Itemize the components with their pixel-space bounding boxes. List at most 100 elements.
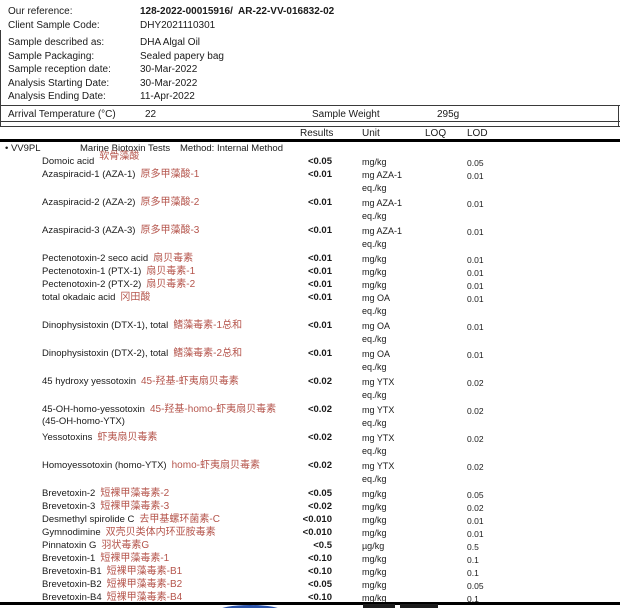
analyte-name-cn: 原多甲藻酸-2 [140, 197, 200, 208]
analyte-name-en: Desmethyl spirolide C [42, 514, 135, 525]
analyte-name-cn: 短裸甲藻毒素-B4 [106, 592, 183, 603]
unit-value: mg/kg [362, 515, 387, 525]
lod-value: 0.05 [467, 490, 484, 500]
sample-weight-label: Sample Weight [312, 109, 380, 120]
info-value: 11-Apr-2022 [140, 91, 195, 102]
lod-value: 0.01 [467, 281, 484, 291]
analyte-name: Yessotoxins 虾夷扇贝毒素 [42, 432, 157, 444]
analyte-name-en: Yessotoxins [42, 432, 93, 443]
table-row: Brevetoxin-1 短裸甲藻毒素-1 <0.10 mg/kg 0.1 [0, 553, 620, 566]
analyte-name: Pectenotoxin-2 seco acid 扇贝毒素 [42, 253, 193, 265]
analyte-name: Homoyessotoxin (homo-YTX) homo-虾夷扇贝毒素 [42, 460, 260, 472]
analyte-name-cn: 45-羟基-homo-虾夷扇贝毒素 [149, 404, 277, 415]
table-row: Dinophysistoxin (DTX-2), total 鳍藻毒素-2总和 <… [0, 348, 620, 376]
analyte-name: Azaspiracid-3 (AZA-3) 原多甲藻酸-3 [42, 225, 199, 237]
table-row: total okadaic acid 冈田酸 <0.01 mg OA eq./kg… [0, 292, 620, 320]
analyte-name-en: Dinophysistoxin (DTX-1), total [42, 320, 169, 331]
unit-value: mg/kg [362, 528, 387, 538]
result-value: <0.10 [307, 553, 332, 564]
analyte-name-en: Brevetoxin-B2 [42, 579, 102, 590]
analyte-name: Brevetoxin-3 短裸甲藻毒素-3 [42, 501, 169, 513]
result-value: <0.010 [302, 514, 332, 525]
analyte-name-en: Pinnatoxin G [42, 540, 97, 551]
left-border-line [0, 30, 1, 127]
analyte-name-en: Brevetoxin-1 [42, 553, 96, 564]
info-row-sample-described-as: Sample described as: DHA Algal Oil [8, 36, 334, 50]
result-value: <0.01 [307, 253, 332, 264]
arrival-temperature-label: Arrival Temperature (°C) [8, 109, 116, 120]
analyte-name: Brevetoxin-B4 短裸甲藻毒素-B4 [42, 592, 182, 604]
analyte-name-en: total okadaic acid [42, 292, 116, 303]
unit-value: mg/kg [362, 580, 387, 590]
column-loq: LOQ [425, 128, 447, 139]
unit-value: mg OA eq./kg [362, 349, 391, 372]
footer-stamp-fragment [400, 604, 438, 608]
column-unit: Unit [362, 128, 380, 139]
lod-value: 0.01 [467, 294, 484, 304]
analyte-name-cn: 软骨藻酸 [99, 151, 140, 162]
info-value: Sealed papery bag [140, 50, 224, 62]
table-row: Brevetoxin-B2 短裸甲藻毒素-B2 <0.05 mg/kg 0.05 [0, 579, 620, 592]
analyte-name-en: Brevetoxin-B4 [42, 592, 102, 603]
analyte-name: Pectenotoxin-1 (PTX-1) 扇贝毒素-1 [42, 266, 195, 278]
analyte-name: Brevetoxin-B1 短裸甲藻毒素-B1 [42, 566, 182, 578]
table-row: Gymnodimine 双壳贝类体内环亚胺毒素 <0.010 mg/kg 0.01 [0, 527, 620, 540]
result-value: <0.5 [313, 540, 332, 551]
analyte-name-cn: 冈田酸 [120, 292, 151, 303]
table-row: Pectenotoxin-1 (PTX-1) 扇贝毒素-1 <0.01 mg/kg… [0, 266, 620, 279]
table-row: Brevetoxin-B4 短裸甲藻毒素-B4 <0.10 mg/kg 0.1 [0, 592, 620, 605]
info-label: Client Sample Code: [8, 19, 100, 31]
lab-logo-icon [218, 605, 282, 608]
analyte-name-cn: 扇贝毒素-1 [146, 266, 196, 277]
analyte-name-en: Pectenotoxin-1 (PTX-1) [42, 266, 142, 277]
table-row: Azaspiracid-3 (AZA-3) 原多甲藻酸-3 <0.01 mg AZ… [0, 225, 620, 253]
info-value: 30-Mar-2022 [140, 64, 198, 75]
analyte-name-cn: 原多甲藻酸-3 [140, 225, 200, 236]
analyte-name: Azaspiracid-2 (AZA-2) 原多甲藻酸-2 [42, 197, 199, 209]
lod-value: 0.02 [467, 503, 484, 513]
analyte-name-cn: homo-虾夷扇贝毒素 [171, 460, 260, 471]
lod-value: 0.5 [467, 542, 479, 552]
analyte-name-cn: 扇贝毒素 [153, 253, 194, 264]
table-row: Homoyessotoxin (homo-YTX) homo-虾夷扇贝毒素 <0.… [0, 460, 620, 488]
analyte-name-en: Brevetoxin-3 [42, 501, 96, 512]
lod-value: 0.05 [467, 581, 484, 591]
divider-below-arrival [0, 121, 620, 122]
analyte-name-cn: 短裸甲藻毒素-B2 [106, 579, 183, 590]
analyte-name-en: 45 hydroxy yessotoxin [42, 376, 136, 387]
info-label: Analysis Ending Date: [8, 91, 106, 102]
unit-value: mg/kg [362, 157, 387, 167]
lod-value: 0.1 [467, 568, 479, 578]
table-row: Yessotoxins 虾夷扇贝毒素 <0.02 mg YTX eq./kg 0.… [0, 432, 620, 460]
info-row-our-reference: Our reference: 128-2022-00015916/ AR-22-V… [8, 5, 334, 19]
analyte-name-en: Brevetoxin-2 [42, 488, 96, 499]
section-name: Marine Biotoxin Tests [80, 143, 171, 154]
result-value: <0.05 [307, 579, 332, 590]
column-results: Results [300, 128, 334, 139]
sample-weight-value: 295g [437, 109, 460, 120]
info-row-sample-packaging: Sample Packaging: Sealed papery bag [8, 50, 334, 64]
divider-thick-top [0, 139, 620, 142]
analyte-name-en: Brevetoxin-B1 [42, 566, 102, 577]
result-value: <0.01 [307, 292, 332, 303]
info-row-analysis-ending-date: Analysis Ending Date: 11-Apr-2022 [8, 90, 334, 104]
info-label: Sample described as: [8, 37, 105, 48]
result-value: <0.02 [307, 501, 332, 512]
analyte-name: Gymnodimine 双壳贝类体内环亚胺毒素 [42, 527, 216, 539]
analyte-name-en: Azaspiracid-1 (AZA-1) [42, 169, 136, 180]
unit-value: mg/kg [362, 489, 387, 499]
result-value: <0.01 [307, 348, 332, 359]
analyte-name-cn: 原多甲藻酸-1 [140, 169, 200, 180]
analyte-name-en: Dinophysistoxin (DTX-2), total [42, 348, 169, 359]
lod-value: 0.01 [467, 529, 484, 539]
section-code: • VV9PL [5, 143, 41, 154]
result-value: <0.010 [302, 527, 332, 538]
unit-value: mg AZA-1 eq./kg [362, 226, 403, 249]
unit-value: µg/kg [362, 541, 385, 551]
analyte-name: Pectenotoxin-2 (PTX-2) 扇贝毒素-2 [42, 279, 195, 291]
lod-value: 0.02 [467, 462, 484, 472]
result-value: <0.02 [307, 432, 332, 443]
result-value: <0.01 [307, 320, 332, 331]
table-row: Desmethyl spirolide C 去甲基螺环菌素-C <0.010 mg… [0, 514, 620, 527]
